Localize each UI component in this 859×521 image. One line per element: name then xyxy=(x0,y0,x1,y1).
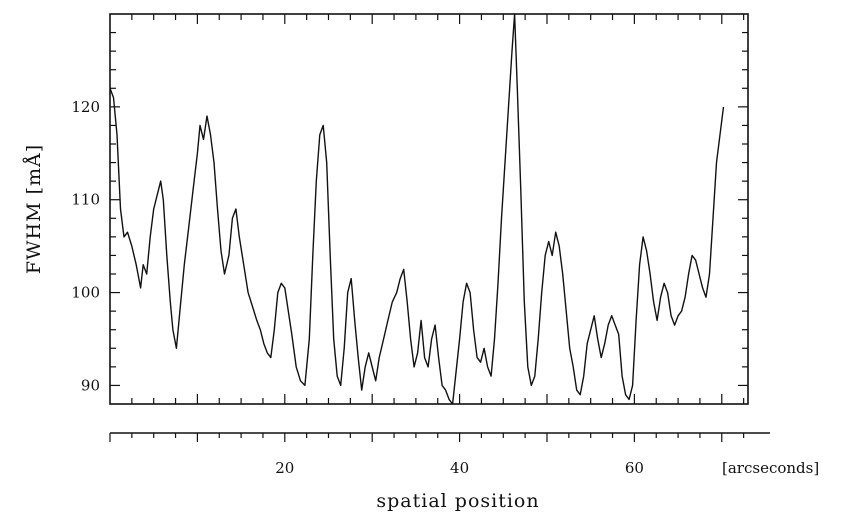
x-axis-title: spatial position xyxy=(376,490,539,512)
frame-tick-marks xyxy=(110,14,748,404)
x-tick-label: 60 xyxy=(625,459,644,477)
y-tick-label: 100 xyxy=(71,284,100,302)
x-tick-labels: 20 40 60 xyxy=(275,459,644,477)
series-line-0 xyxy=(109,13,725,405)
y-tick-labels: 90 100 110 120 xyxy=(71,98,100,395)
x-axis-tick-marks xyxy=(109,433,745,442)
x-unit-label: [arcseconds] xyxy=(722,459,819,477)
y-tick-label: 90 xyxy=(81,376,100,394)
y-tick-label: 110 xyxy=(71,191,100,209)
x-tick-label: 20 xyxy=(275,459,294,477)
x-tick-label: 40 xyxy=(450,459,469,477)
plot-area xyxy=(109,13,749,405)
series-group xyxy=(109,13,725,405)
y-axis-title: FWHM [mÅ] xyxy=(23,144,45,274)
y-tick-label: 120 xyxy=(71,98,100,116)
plot-frame xyxy=(109,13,749,405)
